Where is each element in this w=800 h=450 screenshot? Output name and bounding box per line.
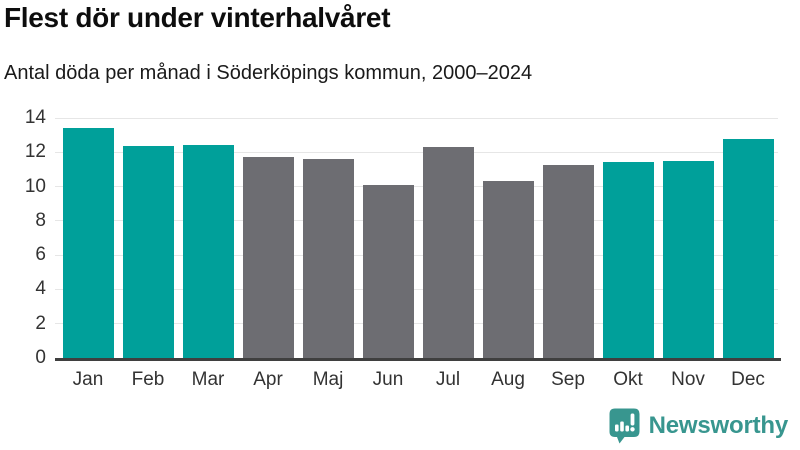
bar	[302, 159, 354, 358]
bar	[722, 139, 774, 358]
x-tick-label: Nov	[671, 369, 705, 390]
x-tick-label: Dec	[731, 369, 765, 390]
gridline	[55, 254, 778, 256]
y-tick-label: 14	[24, 107, 46, 128]
y-tick-label: 2	[35, 312, 46, 334]
gridline	[55, 117, 778, 119]
bar	[362, 184, 414, 358]
gridline	[55, 288, 778, 290]
y-tick-label: 4	[35, 278, 46, 300]
bar	[182, 144, 234, 358]
y-tick-label: 12	[24, 141, 46, 163]
y-tick-label: 0	[35, 347, 46, 368]
bar	[542, 165, 594, 358]
x-tick-label: Mar	[191, 369, 225, 390]
bar	[662, 160, 714, 358]
bar	[422, 147, 474, 358]
gridline	[55, 323, 778, 325]
gridline	[55, 186, 778, 188]
x-tick-label: Feb	[131, 369, 165, 390]
x-axis-line	[55, 358, 781, 361]
chart-subtitle: Antal döda per månad i Söderköpings komm…	[4, 62, 533, 84]
bar	[482, 181, 534, 358]
page-title: Flest dör under vinterhalvåret	[4, 2, 391, 33]
x-tick-label: Jan	[72, 369, 104, 390]
bar	[602, 161, 654, 358]
brand-name: Newsworthy	[648, 411, 789, 439]
gridline	[55, 151, 778, 153]
x-tick-label: Okt	[613, 369, 643, 390]
x-tick-label: Maj	[312, 369, 344, 390]
bar	[62, 128, 114, 358]
bar	[242, 157, 294, 358]
y-tick-label: 10	[24, 175, 46, 197]
x-tick-label: Sep	[551, 369, 585, 390]
x-tick-label: Jul	[435, 369, 461, 390]
brand-logo: Newsworthy	[608, 407, 788, 444]
bar	[122, 146, 174, 358]
gridline	[55, 220, 778, 222]
y-tick-label: 6	[35, 244, 46, 266]
y-tick-label: 8	[35, 209, 46, 231]
x-tick-label: Apr	[253, 369, 283, 390]
x-tick-label: Aug	[491, 369, 525, 390]
newsworthy-icon	[608, 407, 641, 444]
x-tick-label: Jun	[372, 369, 404, 390]
